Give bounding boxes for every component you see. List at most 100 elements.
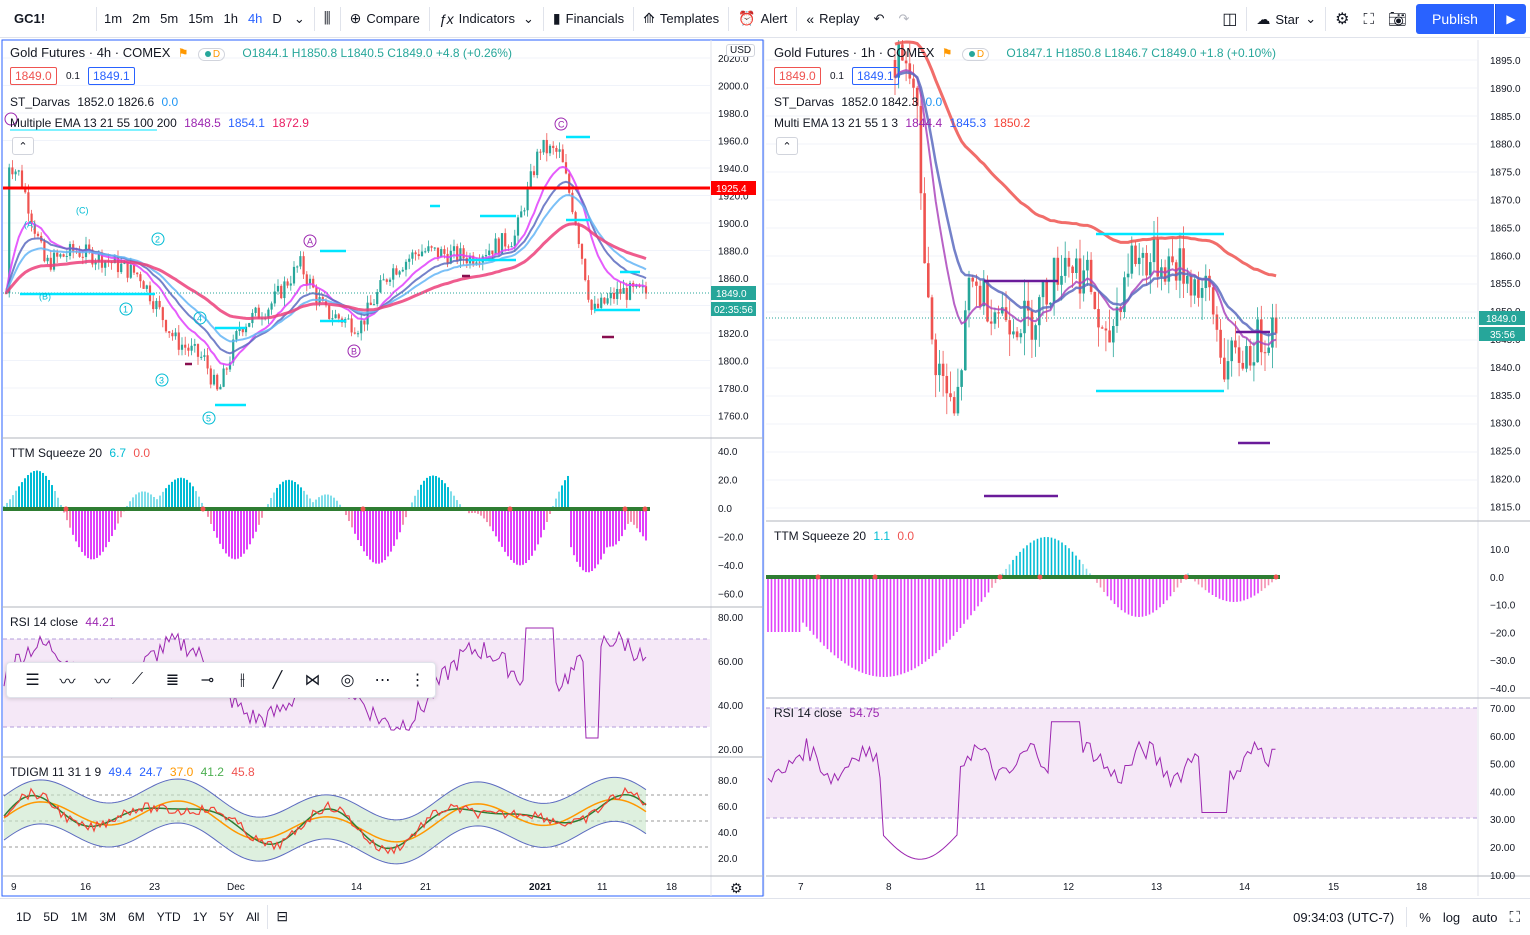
- interval-1m[interactable]: 1m: [104, 11, 123, 26]
- undo-button[interactable]: ↶: [867, 0, 892, 38]
- alert-button[interactable]: ⏰ Alert: [731, 0, 794, 38]
- candle-body: [1219, 329, 1222, 358]
- chart-area[interactable]: 2020.02000.01980.01960.01940.01920.01900…: [0, 38, 1530, 898]
- range-3m[interactable]: 3M: [99, 909, 117, 924]
- candle-body: [1204, 275, 1208, 289]
- currency-badge[interactable]: USD: [726, 44, 756, 57]
- log-toggle[interactable]: log: [1442, 909, 1461, 925]
- right-ask-box[interactable]: 1849.1: [852, 67, 899, 85]
- candle-body: [238, 328, 241, 332]
- rsi-line: [767, 721, 1276, 860]
- replay-button[interactable]: « Replay: [799, 0, 866, 38]
- fib-tool[interactable]: ≣: [155, 665, 190, 695]
- left-tdi-legend: TDIGM 11 31 1 9 49.4 24.7 37.0 41.2 45.8: [10, 765, 255, 779]
- interval-dropdown[interactable]: ⌄: [287, 0, 312, 38]
- publish-dropdown[interactable]: ▶: [1495, 4, 1526, 34]
- percent-toggle[interactable]: %: [1419, 909, 1431, 925]
- goto-date-button[interactable]: ⊟: [270, 908, 294, 925]
- templates-button[interactable]: ⟰ Templates: [636, 0, 726, 38]
- legend-collapse-button[interactable]: ⌃: [12, 137, 34, 155]
- range-1y[interactable]: 1Y: [192, 909, 208, 924]
- candle-body: [94, 261, 97, 265]
- rsi-tick-label: 50.00: [1490, 760, 1515, 771]
- legend-collapse-button[interactable]: ⌃: [776, 137, 798, 155]
- left-bid-box[interactable]: 1849.0: [10, 67, 57, 85]
- candle-body: [577, 224, 580, 245]
- interval-4h[interactable]: 4h: [247, 11, 263, 26]
- star-button[interactable]: ☁ Star ⌄: [1249, 0, 1323, 38]
- horizontal-lines-tool[interactable]: ☰: [15, 665, 50, 695]
- candle-body: [1019, 333, 1023, 338]
- candle-body: [1108, 330, 1111, 343]
- horizontal-ray-tool[interactable]: ⊸: [190, 665, 225, 695]
- price-tick-label: 1855.0: [1490, 279, 1521, 290]
- interval-2m[interactable]: 2m: [132, 11, 151, 26]
- candle-body: [337, 314, 340, 319]
- range-1m[interactable]: 1M: [70, 909, 88, 924]
- candle-body: [356, 333, 360, 335]
- regression-tool[interactable]: ⋮: [400, 665, 435, 695]
- fullscreen-button[interactable]: ⛶: [1356, 0, 1381, 38]
- resistance-price-tag: [711, 181, 756, 195]
- chart-type-button[interactable]: ⫼: [317, 0, 338, 38]
- left-ask-box[interactable]: 1849.1: [88, 67, 135, 85]
- candle-body: [1156, 238, 1159, 277]
- candle-body: [628, 282, 632, 300]
- price-tick-label: 1860.0: [718, 274, 749, 285]
- channel-tool[interactable]: ⋯: [365, 665, 400, 695]
- candle-body: [273, 291, 276, 304]
- auto-toggle[interactable]: auto: [1472, 909, 1498, 925]
- snapshot-button[interactable]: 📷︎: [1381, 0, 1414, 38]
- delay-icon: D: [212, 49, 221, 60]
- vertical-lines-tool[interactable]: ⫲: [225, 665, 260, 695]
- rsi-name: RSI 14 close: [10, 615, 79, 629]
- compare-button[interactable]: ⊕ Compare: [343, 0, 427, 38]
- interval-1h[interactable]: 1h: [223, 11, 238, 26]
- candle-body: [952, 397, 956, 414]
- right-chart[interactable]: 1895.01890.01885.01880.01875.01870.01865…: [766, 40, 1525, 893]
- candle-body: [308, 278, 312, 285]
- interval-15m[interactable]: 15m: [188, 11, 214, 26]
- symbol-search[interactable]: GC1!: [14, 11, 46, 26]
- price-tick-label: 1780.0: [718, 384, 749, 395]
- candle-body: [328, 305, 331, 319]
- settings-button[interactable]: ⚙: [1328, 0, 1356, 38]
- wave-tool-15[interactable]: 〰: [50, 665, 85, 695]
- range-all[interactable]: All: [246, 909, 260, 924]
- wave-label: B: [351, 347, 357, 357]
- right-bid-box[interactable]: 1849.0: [774, 67, 821, 85]
- trend-line-tool[interactable]: ⟋: [120, 665, 155, 695]
- left-chart[interactable]: 2020.02000.01980.01960.01940.01920.01900…: [3, 54, 756, 896]
- right-rsi-legend: RSI 14 close 54.75: [774, 706, 879, 720]
- candle-body: [8, 167, 11, 294]
- last-price-tag: [711, 286, 756, 300]
- range-1d[interactable]: 1D: [16, 909, 32, 924]
- financials-button[interactable]: ▮ Financials: [546, 0, 631, 38]
- candle-body: [456, 246, 459, 261]
- redo-button[interactable]: ↷: [891, 0, 916, 38]
- candle-body: [893, 60, 897, 78]
- candle-body: [956, 386, 960, 414]
- wave-tool-abc[interactable]: 〰: [85, 665, 120, 695]
- tdi-value-2: 24.7: [139, 765, 163, 779]
- range-6m[interactable]: 6M: [128, 909, 145, 924]
- publish-button[interactable]: Publish: [1416, 4, 1494, 34]
- interval-d[interactable]: D: [272, 11, 282, 26]
- candle-body: [971, 277, 974, 282]
- candle-body: [1026, 300, 1030, 311]
- spiral-tool[interactable]: ◎: [330, 665, 365, 695]
- candle-body: [276, 285, 280, 292]
- ttm-squeeze-dot: [622, 506, 628, 512]
- range-5y[interactable]: 5Y: [219, 909, 235, 924]
- range-5d[interactable]: 5D: [43, 909, 59, 924]
- pattern-tool[interactable]: ⋈: [295, 665, 330, 695]
- range-ytd[interactable]: YTD: [156, 909, 181, 924]
- interval-5m[interactable]: 5m: [160, 11, 179, 26]
- indicators-button[interactable]: ƒx Indicators ⌄: [432, 0, 541, 38]
- layout-button[interactable]: ◫: [1215, 0, 1244, 38]
- clock[interactable]: 09:34:03 (UTC-7): [1293, 909, 1395, 925]
- candle-body: [46, 257, 49, 262]
- fullscreen-icon[interactable]: ⛶: [1509, 908, 1520, 926]
- candle-body: [536, 151, 539, 176]
- line-tool[interactable]: ╱: [260, 665, 295, 695]
